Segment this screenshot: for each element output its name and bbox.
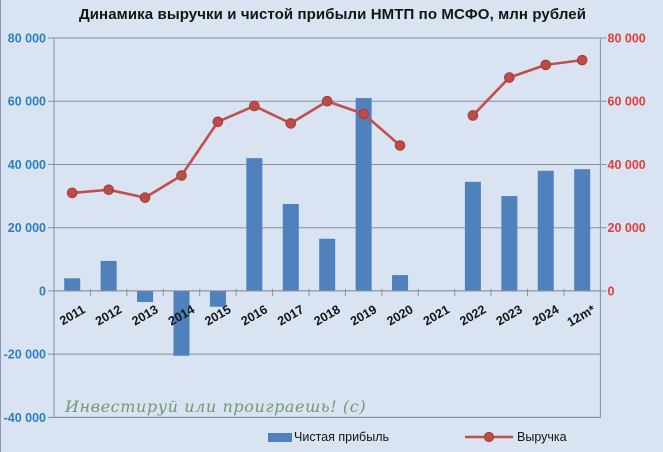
marker-2020 — [394, 140, 406, 151]
y-axis-left-label-80000: 80 000 — [8, 32, 46, 46]
marker-2011 — [66, 187, 78, 199]
x-axis-label-2016: 2016 — [239, 302, 270, 328]
x-axis-label-2024: 2024 — [530, 302, 561, 328]
x-axis-label-2021: 2021 — [421, 302, 452, 328]
y-axis-left-label-40000: 40 000 — [8, 158, 46, 172]
y-axis-left-label-20000: 20 000 — [8, 221, 46, 235]
x-axis-label-2019: 2019 — [348, 302, 379, 328]
bar-2020 — [392, 275, 409, 291]
x-axis-label-2017: 2017 — [275, 302, 306, 328]
bar-2017 — [282, 203, 299, 291]
watermark-text: Инвестируй или проиграешь! (с) — [65, 397, 367, 416]
y-axis-right-label-20000: 20 000 — [608, 221, 646, 235]
marker-2018 — [321, 95, 333, 107]
legend: Чистая прибыль Выручка — [1, 428, 663, 448]
bar-2013 — [137, 290, 154, 302]
x-axis-label-2022: 2022 — [457, 302, 488, 328]
legend-item-revenue: Выручка — [463, 428, 567, 446]
x-axis-label-2018: 2018 — [312, 302, 343, 328]
line-series-swatch-icon — [465, 431, 513, 443]
bar-12m* — [574, 169, 591, 291]
bar-2016 — [246, 158, 263, 291]
revenue-line — [70, 99, 402, 199]
marker-2015 — [212, 116, 224, 128]
bar-2015 — [209, 290, 226, 307]
x-axis-label-2020: 2020 — [384, 302, 415, 328]
marker-2012 — [103, 184, 114, 196]
bar-2023 — [501, 196, 518, 291]
bar-2011 — [64, 278, 81, 291]
chart-title: Динамика выручки и чистой прибыли НМТП п… — [78, 6, 587, 23]
bar-series-swatch-icon — [268, 432, 292, 442]
legend-item-net-profit: Чистая прибыль — [268, 428, 389, 446]
revenue-line — [471, 58, 584, 117]
x-axis-label-2015: 2015 — [202, 302, 233, 328]
y-axis-right-label-80000: 80 000 — [608, 32, 646, 46]
bar-2022 — [464, 181, 481, 291]
x-axis-label-2012: 2012 — [93, 302, 124, 328]
y-axis-right-label-60000: 60 000 — [608, 95, 646, 109]
marker-2024 — [540, 59, 552, 71]
y-axis-left-label--40000: -40 000 — [4, 411, 46, 425]
marker-2022 — [467, 110, 479, 121]
bar-2018 — [319, 238, 336, 291]
marker-2013 — [139, 192, 151, 203]
legend-net-profit-label: Чистая прибыль — [294, 430, 389, 444]
bar-2014 — [173, 290, 190, 356]
y-axis-right-label-0: 0 — [608, 284, 615, 298]
x-axis-label-2023: 2023 — [494, 302, 525, 328]
legend-revenue-label: Выручка — [517, 430, 567, 444]
marker-2016 — [249, 100, 260, 112]
marker-2014 — [176, 170, 187, 181]
y-axis-left-label-0: 0 — [39, 284, 46, 298]
x-axis-label-2013: 2013 — [129, 302, 160, 328]
bar-2019 — [355, 98, 372, 291]
marker-2023 — [504, 72, 515, 83]
y-axis-right-label-40000: 40 000 — [608, 158, 646, 172]
bar-2012 — [100, 260, 117, 291]
bar-2024 — [537, 170, 554, 291]
marker-12m* — [576, 54, 588, 66]
marker-2017 — [285, 118, 297, 129]
x-axis-label-2011: 2011 — [57, 302, 88, 328]
y-axis-left-label--20000: -20 000 — [4, 348, 46, 362]
marker-2019 — [358, 108, 369, 120]
x-axis-label-12m*: 12m* — [565, 302, 598, 329]
y-axis-left-label-60000: 60 000 — [8, 95, 46, 109]
